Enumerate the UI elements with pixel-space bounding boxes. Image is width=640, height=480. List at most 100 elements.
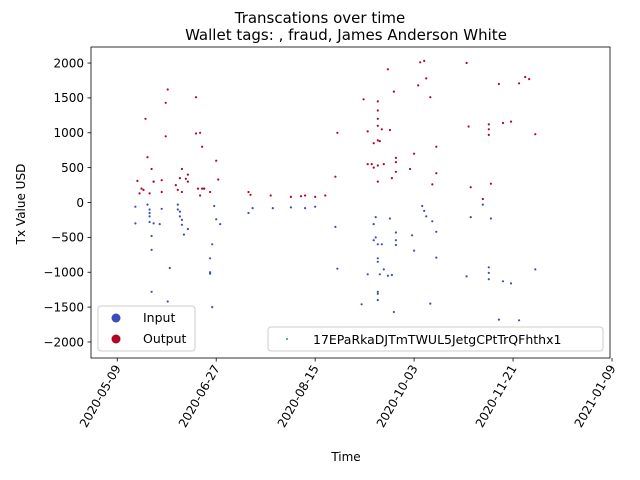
output-point [419,61,422,64]
output-point [392,90,395,93]
output-point [144,117,147,120]
input-point [152,222,155,225]
output-point [314,195,317,198]
input-point [374,236,377,239]
output-point [376,180,379,183]
input-point [394,231,397,234]
input-point [289,206,292,209]
input-point [376,243,379,246]
output-point [528,78,531,81]
output-point [178,177,181,180]
legend-input-marker [111,313,121,323]
input-point [148,215,151,218]
output-point [380,128,383,131]
input-point [148,208,151,211]
input-point [186,227,189,231]
output-point [174,184,177,187]
input-point [501,280,505,283]
input-point [148,220,151,224]
output-point [394,170,397,173]
output-point [366,130,369,133]
output-point [429,96,432,99]
input-point [148,211,151,215]
input-point [251,207,254,210]
output-point [423,59,426,63]
input-point [158,223,161,226]
input-point [487,278,490,281]
input-point [336,267,339,270]
output-point [136,179,139,182]
input-point [178,215,181,218]
output-point [201,187,204,190]
y-tick-label: 1500 [53,91,84,105]
input-point [423,209,426,212]
legend-output-marker [111,334,121,344]
input-point [168,266,171,270]
output-point [509,120,513,123]
output-point [376,117,379,120]
output-point [481,197,484,201]
output-point [152,180,155,183]
output-point [425,77,428,80]
output-point [409,167,412,171]
output-point [150,167,153,171]
output-point [160,179,163,182]
output-point [487,128,490,131]
output-point [289,195,292,198]
legend-output-label: Output [143,331,187,346]
output-point [336,131,339,134]
output-point [467,125,470,128]
input-point [429,302,432,305]
input-point [481,203,484,206]
output-point [199,131,202,134]
input-point [497,318,500,321]
input-point [160,207,163,210]
input-point [178,210,181,213]
y-tick-label: −1000 [43,266,84,280]
output-point [388,128,391,132]
output-point [249,193,252,196]
output-point [431,183,434,186]
output-point [160,190,163,194]
input-point [182,233,185,236]
input-point [366,273,369,276]
input-point [166,300,169,303]
input-point [150,248,153,251]
input-point [211,243,214,246]
output-point [176,188,179,191]
output-point [376,164,379,167]
output-point [199,194,202,197]
input-point [465,275,468,278]
data-points [134,59,537,322]
input-point [247,211,250,215]
input-point [390,273,393,277]
input-point [304,207,307,210]
input-point [150,234,153,238]
output-point [487,123,490,126]
output-point [386,68,389,71]
input-point [314,205,317,208]
output-point [413,152,416,155]
input-point [180,223,183,226]
input-point [487,271,490,274]
x-tick-label: 2020-10-03 [374,363,421,430]
input-point [435,256,438,259]
input-point [374,216,377,219]
output-point [203,187,206,190]
output-point [217,178,220,181]
output-point [394,156,397,159]
input-point [372,223,375,226]
input-point [425,215,428,218]
output-point [501,121,505,125]
input-point [134,222,137,225]
y-tick-label: −2000 [43,335,84,349]
legend-address-label: 17EPaRkaDJTmTWUL5JetgCPtTrQFhthx1 [313,332,561,347]
output-point [487,133,490,136]
y-axis-label: Tx Value USD [14,164,28,246]
input-point [469,216,472,219]
output-point [372,142,375,145]
input-point [209,272,212,275]
output-point [334,175,337,178]
output-point [469,186,472,189]
output-point [394,161,397,164]
